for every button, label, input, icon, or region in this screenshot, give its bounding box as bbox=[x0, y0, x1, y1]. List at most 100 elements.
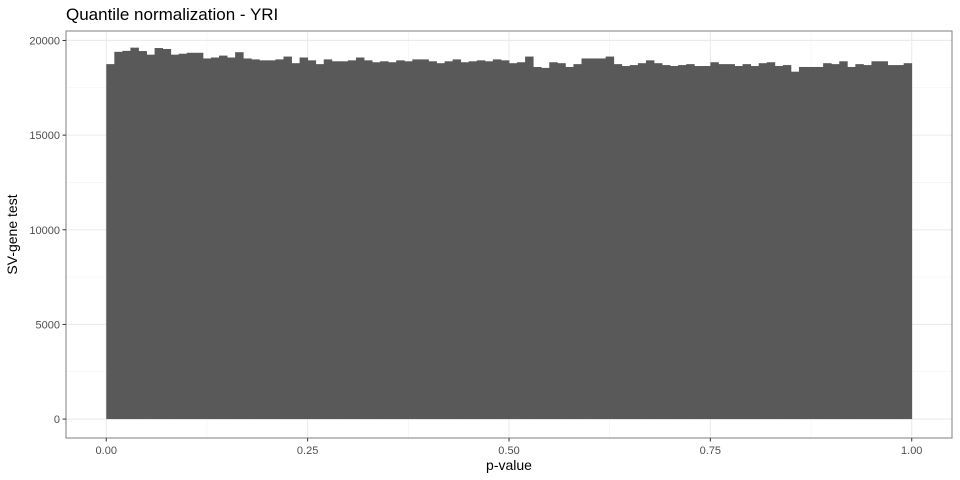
histogram-bar bbox=[484, 61, 494, 420]
histogram-bar bbox=[823, 63, 832, 420]
histogram-bar bbox=[742, 64, 752, 420]
histogram-bar bbox=[573, 64, 582, 420]
histogram-bar bbox=[275, 59, 284, 420]
histogram-bar bbox=[404, 61, 413, 420]
x-tick-label: 0.75 bbox=[700, 445, 721, 457]
histogram-bar bbox=[718, 64, 727, 420]
histogram-bar bbox=[396, 60, 405, 420]
histogram-bar bbox=[557, 63, 566, 420]
histogram-bar bbox=[186, 52, 196, 420]
histogram-bar bbox=[839, 61, 848, 420]
histogram-bar bbox=[686, 64, 695, 420]
histogram-bar bbox=[887, 65, 897, 420]
histogram-bar bbox=[855, 64, 864, 420]
histogram-bar bbox=[895, 65, 905, 420]
histogram-bar bbox=[871, 61, 880, 420]
histogram-bar bbox=[790, 71, 800, 420]
y-tick-label: 20000 bbox=[29, 35, 60, 47]
histogram-bar bbox=[114, 51, 123, 420]
histogram-bar bbox=[372, 62, 381, 420]
histogram-bar bbox=[339, 61, 349, 420]
histogram-bars bbox=[106, 47, 913, 420]
histogram-bar bbox=[267, 60, 276, 420]
histogram-bar bbox=[364, 60, 373, 420]
histogram-bar bbox=[347, 60, 357, 420]
histogram-bar bbox=[162, 48, 172, 420]
histogram-bar bbox=[621, 66, 631, 420]
histogram-bar bbox=[331, 61, 341, 420]
histogram-bar bbox=[178, 53, 188, 420]
histogram-bar bbox=[299, 57, 309, 420]
histogram-bar bbox=[517, 62, 526, 420]
histogram-bar bbox=[283, 56, 292, 420]
histogram-bar bbox=[863, 65, 872, 420]
x-tick-label: 0.00 bbox=[96, 445, 117, 457]
histogram-bar bbox=[629, 65, 639, 420]
histogram-bar bbox=[734, 66, 743, 420]
histogram-bar bbox=[122, 50, 131, 420]
histogram-bar bbox=[130, 47, 139, 420]
histogram-bar bbox=[645, 60, 655, 420]
histogram-bar bbox=[412, 59, 421, 420]
histogram-bar bbox=[750, 66, 760, 420]
histogram-bar bbox=[323, 59, 333, 420]
x-axis-label: p-value bbox=[486, 457, 532, 473]
histogram-bar bbox=[815, 66, 824, 420]
histogram-bar bbox=[541, 67, 550, 420]
histogram-bar bbox=[146, 54, 155, 420]
histogram-bar bbox=[355, 57, 365, 420]
x-axis-ticks: 0.00 0.25 0.50 0.75 1.00 bbox=[96, 438, 922, 457]
histogram-bar bbox=[259, 60, 268, 420]
histogram-bar bbox=[613, 64, 623, 420]
histogram-bar bbox=[436, 63, 445, 420]
histogram-bar bbox=[597, 58, 607, 420]
histogram-bar bbox=[525, 56, 534, 420]
histogram-bar bbox=[428, 61, 437, 420]
histogram-bar bbox=[251, 59, 260, 420]
histogram-bar bbox=[460, 62, 470, 420]
histogram-bar bbox=[766, 62, 776, 420]
histogram-bar bbox=[565, 66, 574, 420]
histogram-bar bbox=[903, 63, 913, 420]
histogram-bar bbox=[444, 61, 454, 420]
histogram-bar bbox=[420, 59, 429, 420]
histogram-bar bbox=[726, 64, 735, 420]
histogram-bar bbox=[219, 55, 228, 420]
histogram-bar bbox=[106, 64, 115, 420]
histogram-bar bbox=[710, 62, 719, 420]
y-tick-label: 15000 bbox=[29, 130, 60, 142]
x-tick-label: 0.50 bbox=[498, 445, 519, 457]
histogram-bar bbox=[452, 59, 462, 420]
histogram-bar bbox=[831, 64, 840, 420]
histogram-bar bbox=[500, 60, 510, 420]
histogram-bar bbox=[589, 58, 598, 420]
histogram-bar bbox=[758, 63, 768, 420]
histogram-bar bbox=[388, 62, 397, 420]
histogram-bar bbox=[653, 63, 663, 420]
histogram-bar bbox=[605, 56, 615, 420]
histogram-bar bbox=[476, 60, 486, 420]
histogram-bar bbox=[380, 61, 389, 420]
y-axis-ticks: 0 5000 10000 15000 20000 bbox=[29, 35, 66, 426]
histogram-bar bbox=[782, 65, 792, 420]
histogram-bar bbox=[678, 65, 687, 420]
histogram-bar bbox=[702, 66, 711, 420]
histogram-bar bbox=[202, 58, 212, 420]
histogram-bar bbox=[194, 52, 204, 420]
histogram-bar bbox=[291, 63, 300, 420]
histogram-bar bbox=[315, 64, 325, 420]
histogram-bar bbox=[807, 66, 816, 420]
y-tick-label: 10000 bbox=[29, 225, 60, 237]
chart-title: Quantile normalization - YRI bbox=[66, 5, 278, 24]
histogram-bar bbox=[307, 60, 317, 420]
histogram-bar bbox=[798, 66, 808, 420]
histogram-bar bbox=[138, 51, 147, 420]
histogram-bar bbox=[235, 52, 244, 420]
histogram-bar bbox=[670, 66, 679, 420]
x-tick-label: 0.25 bbox=[297, 445, 318, 457]
histogram-bar bbox=[662, 65, 671, 420]
histogram-bar bbox=[468, 61, 478, 420]
histogram-bar bbox=[879, 61, 888, 420]
histogram-bar bbox=[154, 48, 164, 420]
